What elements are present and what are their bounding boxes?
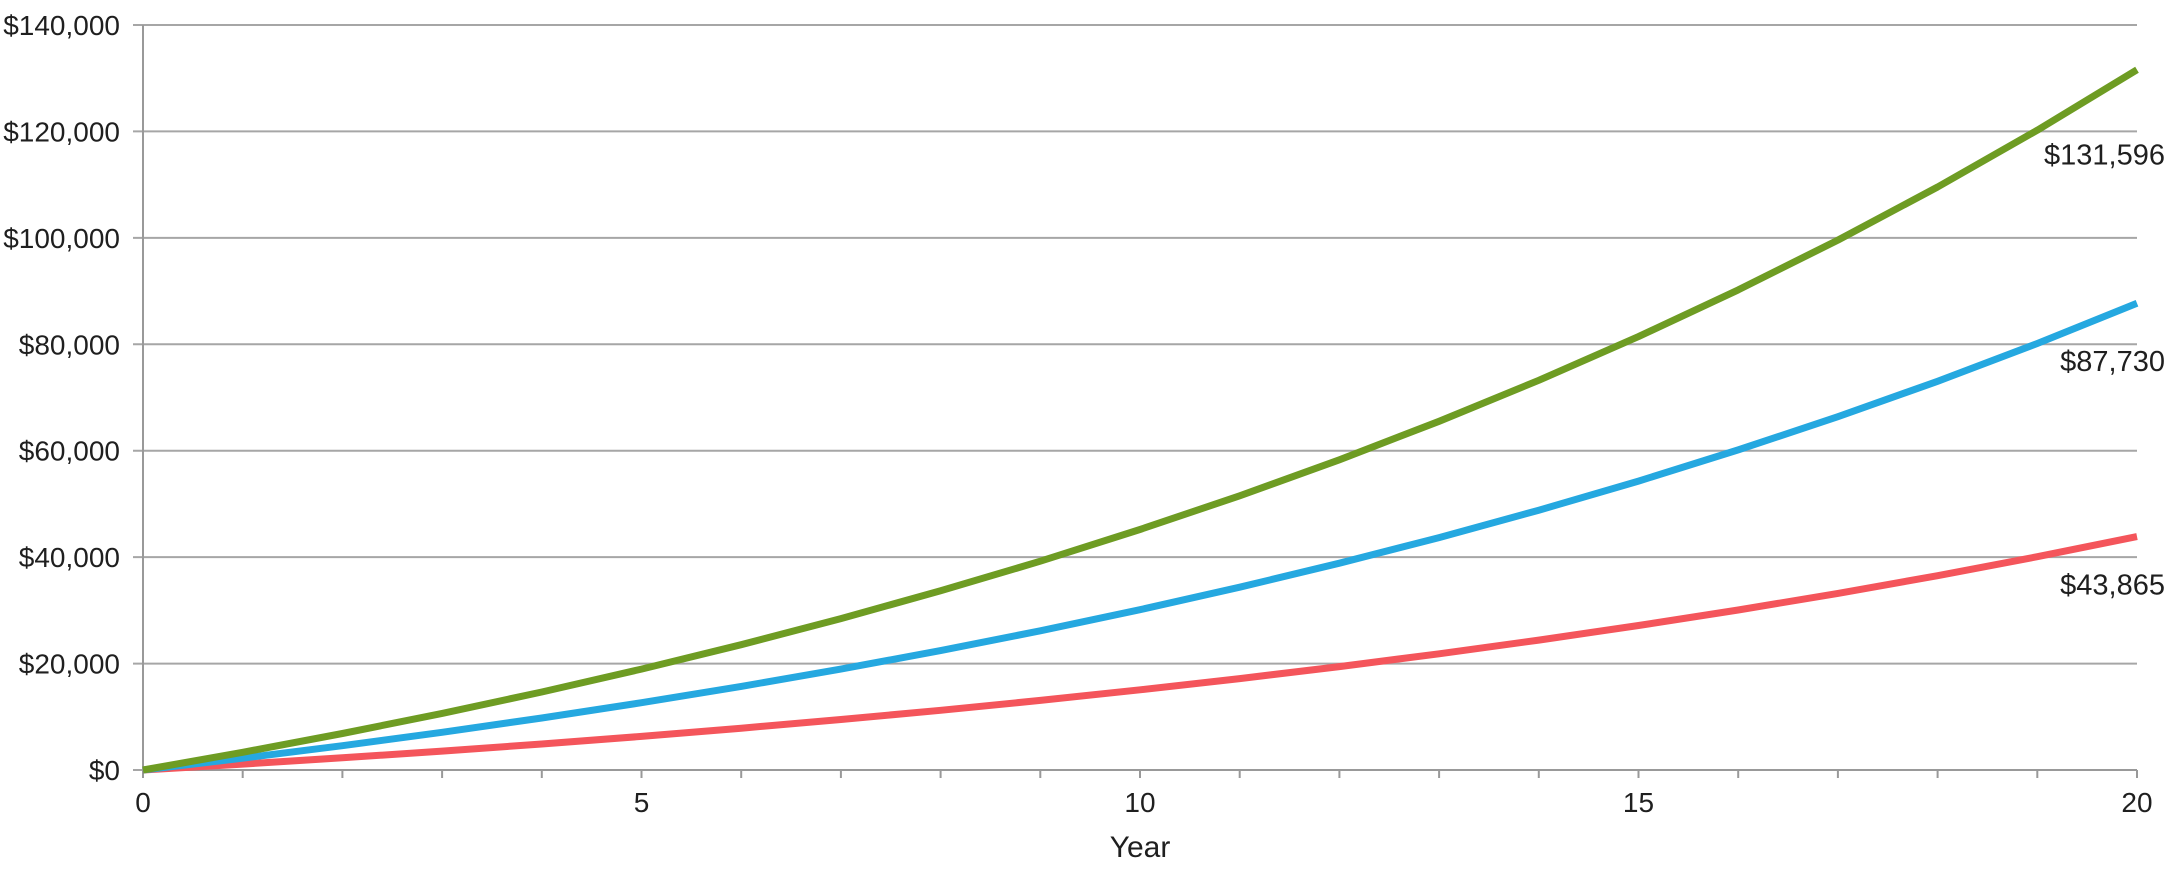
x-axis-tick-label: 5 (634, 787, 650, 818)
series-line-mid (142, 299, 2139, 774)
y-axis-tick-label: $140,000 (3, 10, 120, 41)
series-end-label-low: $43,865 (2060, 570, 2165, 602)
series-end-label-high: $131,596 (2044, 140, 2165, 172)
x-axis-tick-label: 20 (2121, 787, 2152, 818)
y-axis-tick-label: $100,000 (3, 223, 120, 254)
x-axis-tick-label: 10 (1124, 787, 1155, 818)
x-axis-title: Year (1110, 831, 1171, 864)
series-line-high (142, 66, 2139, 774)
y-axis-tick-label: $20,000 (19, 649, 120, 680)
series-end-label-mid: $87,730 (2060, 346, 2165, 378)
y-axis-tick-label: $60,000 (19, 436, 120, 467)
series-line-low (142, 533, 2138, 774)
y-axis-tick-label: $40,000 (19, 542, 120, 573)
y-axis-tick-label: $80,000 (19, 329, 120, 360)
x-axis-tick-label: 0 (135, 787, 151, 818)
y-axis-tick-label: $0 (89, 755, 120, 786)
y-axis-tick-label: $120,000 (3, 116, 120, 147)
x-axis-tick-label: 15 (1623, 787, 1654, 818)
